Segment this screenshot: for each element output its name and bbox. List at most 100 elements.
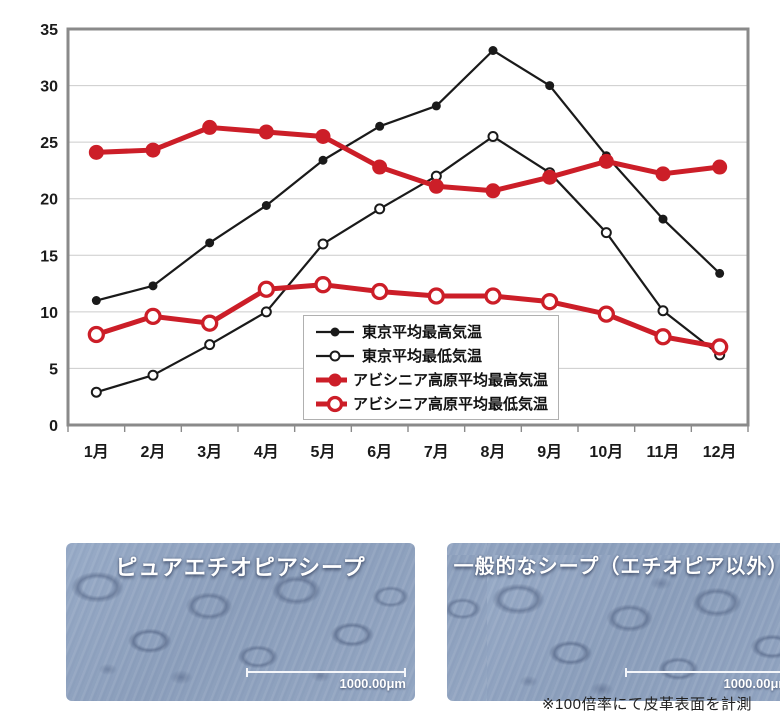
chart-canvas: 0 5 10 15 20 25 30 35 1月 2月 3月 4月 5月 6月 7月 8月 9月 10月 11月 12… [40,22,750,461]
data-point [147,369,159,381]
data-point [91,296,101,306]
data-point [658,214,668,224]
data-point [598,153,614,169]
x-tick-label: 8月 [481,443,506,461]
series-line [96,124,720,194]
data-point [201,314,219,332]
series-2 [88,119,728,199]
legend-label: アビシニア高原平均最高気温 [352,372,548,389]
photo-title-right: 一般的なシープ（エチオピア以外） [453,556,780,578]
data-point [487,130,499,142]
series-3 [87,276,729,356]
y-tick-label: 25 [40,135,58,152]
data-point [148,281,158,291]
scale-bar-line [625,668,780,677]
temperature-chart: 0 5 10 15 20 25 30 35 1月 2月 3月 4月 5月 6月 7月 8月 9月 10月 11月 12… [40,22,750,461]
data-point [318,155,328,165]
x-axis-labels: 1月 2月 3月 4月 5月 6月 7月 8月 9月 10月 11月 12月 [84,443,737,461]
series-line [96,135,721,394]
data-point [90,386,102,398]
legend-marker-icon [316,395,347,412]
legend-item: アビシニア高原平均最高気温 [314,368,548,391]
y-tick-label: 20 [40,192,58,209]
data-point [597,305,615,323]
data-point [87,325,105,344]
legend-label: 東京平均最高気温 [362,324,483,341]
y-tick-label: 0 [49,418,58,435]
data-point [374,203,386,215]
chart-legend: 東京平均最高気温 東京平均最低気温アビシニア高原平均最高気温 アビシニア高原平均最低… [303,315,559,420]
series-line [95,282,721,350]
data-point [485,183,501,199]
data-point [657,305,669,317]
data-point [260,306,272,318]
x-tick-label: 3月 [197,443,222,461]
series-1 [90,130,726,398]
data-point [712,159,728,175]
x-tick-label: 11月 [647,443,680,461]
measurement-note: ※100倍率にて皮革表面を計測 [541,696,752,713]
data-point [711,338,729,356]
data-point [545,81,555,91]
data-point [375,121,385,131]
data-point [715,268,725,278]
data-point [88,144,104,160]
data-point [204,339,216,351]
data-point [261,201,271,211]
data-point [427,287,445,305]
legend-item: 東京平均最高気温 [314,320,548,343]
legend-label: 東京平均最低気温 [362,348,483,365]
y-tick-label: 35 [40,22,58,39]
legend-marker-icon [316,327,354,336]
data-point [431,101,441,111]
micrograph-pure-ethiopia-sheep: ピュアエチオピアシープ 1000.00μm [66,543,415,701]
data-point [205,238,215,248]
y-tick-label: 5 [49,361,58,378]
plot-frame [66,27,750,427]
micrograph-generic-sheep: 一般的なシープ（エチオピア以外） 1000.00μm [447,543,780,701]
y-tick-label: 15 [40,248,58,265]
data-point [488,45,498,55]
y-axis-labels: 0 5 10 15 20 25 30 35 [40,22,58,435]
data-point [542,169,558,185]
data-point [258,124,274,140]
x-tick-label: 1月 [84,443,109,461]
scale-label-right: 1000.00μm [723,676,780,691]
gridlines [68,85,748,369]
data-point [257,280,275,298]
scale-bar-right: 1000.00μm [625,668,780,691]
x-tick-label: 5月 [311,443,336,461]
legend-marker-icon [316,373,347,386]
x-tick-label: 9月 [537,443,562,461]
x-tick-label: 10月 [589,443,623,461]
legend-marker-icon [316,350,354,361]
legend-item: 東京平均最低気温 [314,344,548,367]
x-tick-label: 6月 [367,443,392,461]
data-point [372,159,388,175]
series-line [96,49,721,302]
legend-item: アビシニア高原平均最低気温 [314,392,548,415]
y-tick-label: 30 [40,79,58,96]
data-point [315,128,331,144]
data-point [145,142,161,158]
y-tick-label: 10 [40,305,58,322]
scale-bar-line [246,668,406,677]
data-point [314,276,332,294]
data-point [655,166,671,182]
x-tick-label: 7月 [424,443,449,461]
scale-bar-left: 1000.00μm [246,668,406,691]
x-tick-label: 4月 [254,443,279,461]
data-point [654,328,672,346]
photo-title-left: ピュアエチオピアシープ [115,555,366,580]
data-point [541,293,559,311]
legend-label: アビシニア高原平均最低気温 [352,396,548,413]
data-point [317,238,329,250]
data-point [600,227,612,239]
data-point [371,282,389,301]
x-tick-label: 12月 [703,443,737,461]
scale-label-left: 1000.00μm [339,676,406,691]
x-tick-label: 2月 [141,443,166,461]
x-axis-ticks [67,426,749,432]
data-point [144,307,162,326]
